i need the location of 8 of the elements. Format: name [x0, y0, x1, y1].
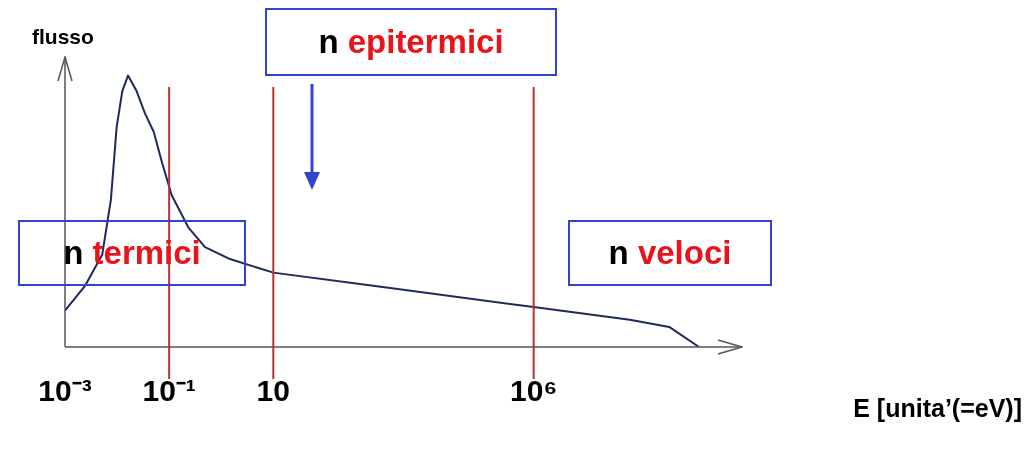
y-axis-title: flusso — [32, 24, 94, 48]
x-tick-label: 10 — [256, 374, 290, 408]
x-tick-label: 10⁶ — [510, 374, 558, 408]
annotation: n veloci — [608, 234, 732, 272]
text: n epitermici — [318, 23, 504, 61]
x-tick-label: 10⁻¹ — [142, 374, 196, 408]
x-tick-label: 10⁻³ — [38, 374, 92, 408]
x-axis-title: E [unita’(=eV)] — [853, 393, 1022, 422]
